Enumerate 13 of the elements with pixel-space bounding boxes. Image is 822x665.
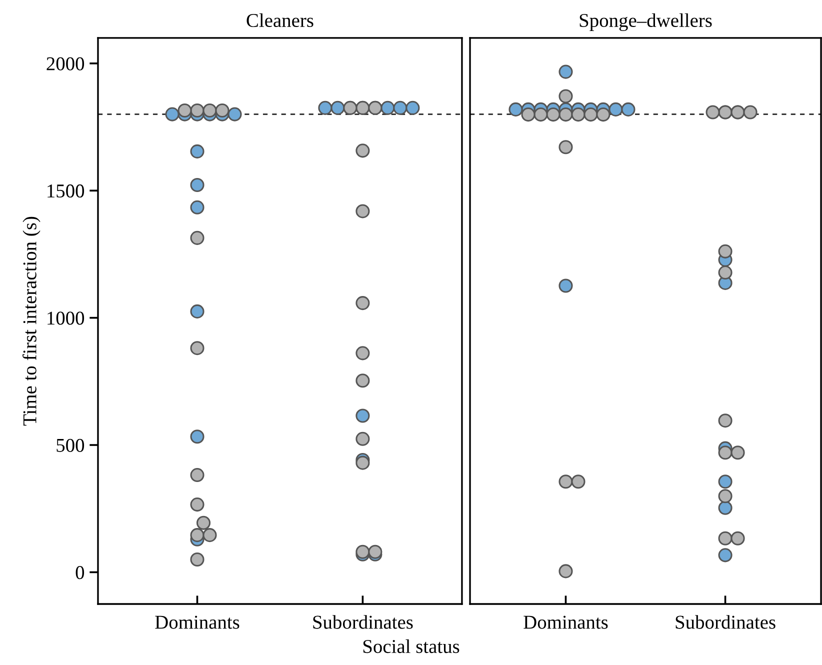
chart-title: Sponge–dwellers [580, 13, 712, 32]
x-tick-label: Subordinates [676, 615, 776, 629]
y-tick-label: 2000 [46, 57, 84, 70]
y-tick-label: 0 [76, 566, 84, 580]
y-tick-label: 1000 [48, 312, 84, 325]
x-tick-label: Dominants [524, 616, 608, 629]
y-tick-label: 1500 [48, 184, 84, 198]
chart-title: Cleaners [246, 13, 314, 28]
y-tick-label: 500 [56, 438, 84, 452]
x-tick-label: Dominants [155, 616, 240, 629]
x-axis-title: Social status [363, 639, 460, 654]
y-axis-title: Time to first interaction (s) [22, 216, 40, 426]
x-tick-label: Subordinates [313, 615, 413, 629]
